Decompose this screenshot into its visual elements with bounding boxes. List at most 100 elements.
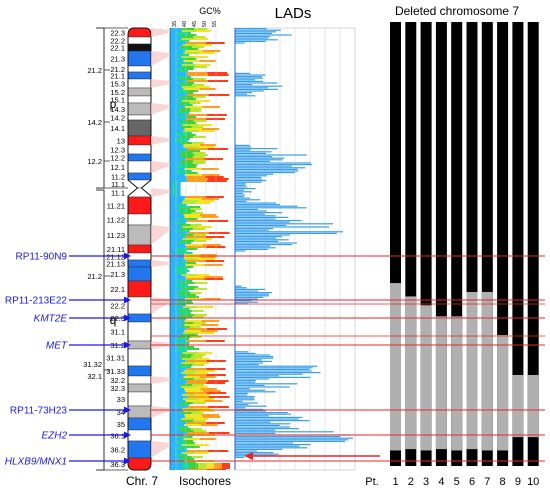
- isochore-segment: [181, 350, 188, 352]
- patient-axis-label: Pt.: [365, 476, 378, 488]
- lad-bar: [235, 196, 244, 198]
- isochore-segment: [185, 158, 205, 160]
- isochore-segment: [170, 462, 178, 464]
- isochore-segment: [193, 136, 206, 138]
- lad-bar: [235, 360, 272, 362]
- isochore-segment: [183, 88, 200, 90]
- isochore-segment: [186, 442, 195, 444]
- isochore-segment: [175, 250, 181, 252]
- isochore-segment: [170, 206, 180, 208]
- patient-chromosome-bar: [512, 22, 524, 466]
- isochore-segment: [184, 62, 193, 64]
- isochore-segment: [184, 252, 193, 254]
- isochore-segment: [179, 208, 191, 210]
- band-label: 21.11: [107, 245, 125, 254]
- chromosome-band: [128, 266, 151, 282]
- band-link: [151, 260, 170, 267]
- chromosome-band: [128, 28, 151, 38]
- patient-number: 1: [392, 476, 398, 488]
- patient-chromosome-bar: [405, 22, 417, 466]
- lad-bar: [235, 79, 256, 81]
- isochore-segment: [194, 38, 209, 40]
- isochore-segment: [170, 296, 179, 298]
- patient-chromosome-bar: [497, 22, 509, 466]
- isochore-segment: [180, 228, 193, 230]
- isochore-segment: [181, 418, 195, 420]
- chromosome-band: [128, 144, 151, 155]
- lad-bar: [235, 301, 259, 303]
- patient-deleted-region: [481, 291, 493, 451]
- isochore-segment: [170, 88, 184, 90]
- lad-bar: [235, 77, 264, 79]
- isochore-segment: [187, 380, 209, 382]
- isochore-segment: [170, 328, 188, 330]
- isochore-segment: [170, 222, 175, 224]
- chromosome-band: [128, 375, 151, 385]
- isochore-segment: [201, 216, 219, 218]
- isochore-segment: [181, 28, 195, 30]
- isochore-segment: [182, 86, 197, 88]
- chromosome-band: [128, 135, 151, 146]
- isochore-segment: [170, 424, 185, 426]
- isochore-segment: [184, 132, 192, 134]
- isochore-segment: [195, 452, 209, 454]
- lad-bar: [235, 212, 283, 214]
- isochore-segment: [170, 168, 185, 170]
- marker-lines: [151, 255, 545, 462]
- isochore-segment: [205, 236, 225, 238]
- lad-bar: [235, 80, 264, 82]
- isochore-segment: [170, 190, 174, 192]
- isochore-segment: [170, 78, 181, 80]
- isochore-legend-swatch: [174, 463, 182, 469]
- isochore-segment: [192, 384, 205, 386]
- patient-number: 10: [527, 476, 539, 488]
- isochore-segment: [170, 448, 176, 450]
- isochore-segment: [170, 386, 182, 388]
- lad-bar: [235, 423, 291, 425]
- isochore-segment: [170, 82, 178, 84]
- isochore-segment: [176, 440, 186, 442]
- isochore-segment: [170, 248, 179, 250]
- isochore-segment: [176, 242, 184, 244]
- isochore-segment: [200, 330, 218, 332]
- isochore-segment: [181, 274, 196, 276]
- isochore-segment: [170, 158, 186, 160]
- isochore-segment: [175, 342, 183, 344]
- isochore-segment: [180, 384, 193, 386]
- isochore-segment: [170, 234, 181, 236]
- isochore-segment: [182, 138, 190, 140]
- isochore-segment: [170, 412, 180, 414]
- isochore-segment: [195, 274, 210, 276]
- lad-bar: [235, 375, 279, 377]
- lad-bar: [235, 159, 283, 161]
- isochore-segment: [183, 376, 200, 378]
- lad-bar: [235, 426, 291, 428]
- lad-bar: [235, 156, 273, 158]
- isochore-segment: [199, 52, 215, 54]
- isochore-segment: [187, 164, 198, 166]
- isochore-segment: [170, 368, 187, 370]
- lad-bar: [235, 407, 246, 409]
- isochore-segment: [170, 210, 178, 212]
- lad-bar: [235, 357, 274, 359]
- isochore-segment: [170, 212, 180, 214]
- isochore-segment: [178, 90, 189, 92]
- lad-bar: [235, 88, 279, 90]
- isochore-segment: [208, 74, 229, 76]
- isochore-segment: [186, 176, 205, 178]
- isochore-segment: [192, 364, 205, 366]
- isochore-segment: [189, 326, 201, 328]
- isochore-segment: [176, 300, 185, 302]
- isochore-segment: [175, 454, 182, 456]
- band-label: 34: [117, 408, 125, 417]
- isochore-segment: [184, 170, 192, 172]
- isochore-segment: [187, 58, 197, 60]
- isochore-segment: [195, 100, 210, 102]
- deleted-chromosome-title: Deleted chromosome 7: [395, 4, 519, 18]
- isochore-segment: [206, 328, 227, 330]
- isochore-segment: [198, 332, 215, 334]
- lad-bar: [235, 202, 277, 204]
- marker-label: RP11-90N9: [15, 252, 67, 263]
- isochore-segment: [170, 292, 180, 294]
- isochore-segment: [185, 92, 194, 94]
